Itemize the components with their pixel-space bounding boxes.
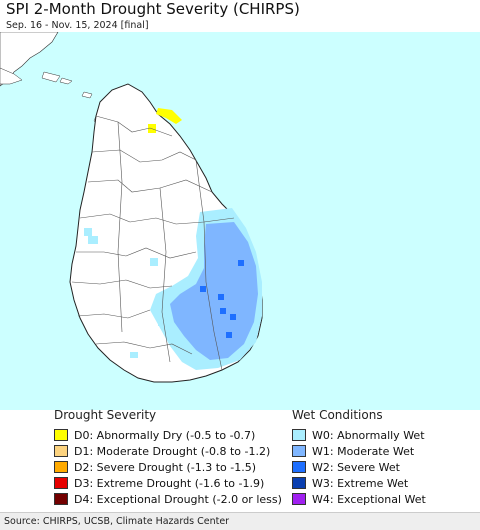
d4-label: D4: Exceptional Drought (-2.0 or less) <box>74 492 282 506</box>
w1-area-east <box>170 222 258 360</box>
legend-item-d2: D2: Severe Drought (-1.3 to -1.5) <box>54 459 256 475</box>
d1-label: D1: Moderate Drought (-0.8 to -1.2) <box>74 444 271 458</box>
district-boundaries <box>71 115 235 371</box>
w2-label: W2: Severe Wet <box>312 460 400 474</box>
legend-item-d4: D4: Exceptional Drought (-2.0 or less) <box>54 491 282 507</box>
w0-cell-west-4 <box>158 320 166 326</box>
d0-swatch <box>54 429 68 441</box>
w0-label: W0: Abnormally Wet <box>312 428 425 442</box>
legend-item-w4: W4: Exceptional Wet <box>292 491 426 507</box>
w2-cell-3 <box>220 308 226 314</box>
w2-cell-1 <box>200 286 206 292</box>
map-legend: Drought Severity Wet Conditions D0: Abno… <box>0 408 480 513</box>
d2-swatch <box>54 461 68 473</box>
source-footer: Source: CHIRPS, UCSB, Climate Hazards Ce… <box>0 512 480 530</box>
map-subtitle: Sep. 16 - Nov. 15, 2024 [final] <box>6 20 149 31</box>
w1-label: W1: Moderate Wet <box>312 444 415 458</box>
d3-label: D3: Extreme Drought (-1.6 to -1.9) <box>74 476 265 490</box>
w0-cell-west-6 <box>208 212 218 220</box>
island-2 <box>59 77 73 85</box>
legend-item-w2: W2: Severe Wet <box>292 459 400 475</box>
w0-cell-west-3 <box>150 258 158 266</box>
d0-label: D0: Abnormally Dry (-0.5 to -0.7) <box>74 428 256 442</box>
map-title: SPI 2-Month Drought Severity (CHIRPS) <box>6 0 300 18</box>
d2-label: D2: Severe Drought (-1.3 to -1.5) <box>74 460 257 474</box>
w2-cell-5 <box>238 260 244 266</box>
d4-swatch <box>54 493 68 505</box>
w0-swatch <box>292 429 306 441</box>
legend-item-d3: D3: Extreme Drought (-1.6 to -1.9) <box>54 475 264 491</box>
wet-legend-title: Wet Conditions <box>292 408 383 422</box>
w0-cell-west-2 <box>88 236 98 244</box>
island-1 <box>41 71 61 83</box>
w4-swatch <box>292 493 306 505</box>
island-3 <box>81 91 93 99</box>
d0-area-north <box>156 108 182 124</box>
w3-label: W3: Extreme Wet <box>312 476 409 490</box>
source-text: Source: CHIRPS, UCSB, Climate Hazards Ce… <box>4 516 230 527</box>
drought-map <box>0 32 480 410</box>
drought-legend-title: Drought Severity <box>54 408 157 422</box>
legend-item-d1: D1: Moderate Drought (-0.8 to -1.2) <box>54 443 270 459</box>
w3-swatch <box>292 477 306 489</box>
w4-label: W4: Exceptional Wet <box>312 492 426 506</box>
india-peninsula-tip <box>0 67 23 85</box>
w2-cell-4 <box>230 314 236 320</box>
legend-item-d0: D0: Abnormally Dry (-0.5 to -0.7) <box>54 427 255 443</box>
legend-item-w0: W0: Abnormally Wet <box>292 427 425 443</box>
d1-swatch <box>54 445 68 457</box>
w0-cell-west-5 <box>130 352 138 358</box>
legend-item-w1: W1: Moderate Wet <box>292 443 414 459</box>
d3-swatch <box>54 477 68 489</box>
legend-item-w3: W3: Extreme Wet <box>292 475 408 491</box>
w2-swatch <box>292 461 306 473</box>
w2-cell-2 <box>218 294 224 300</box>
w1-swatch <box>292 445 306 457</box>
w0-cell-west-1 <box>84 228 92 236</box>
w2-cell-6 <box>226 332 232 338</box>
